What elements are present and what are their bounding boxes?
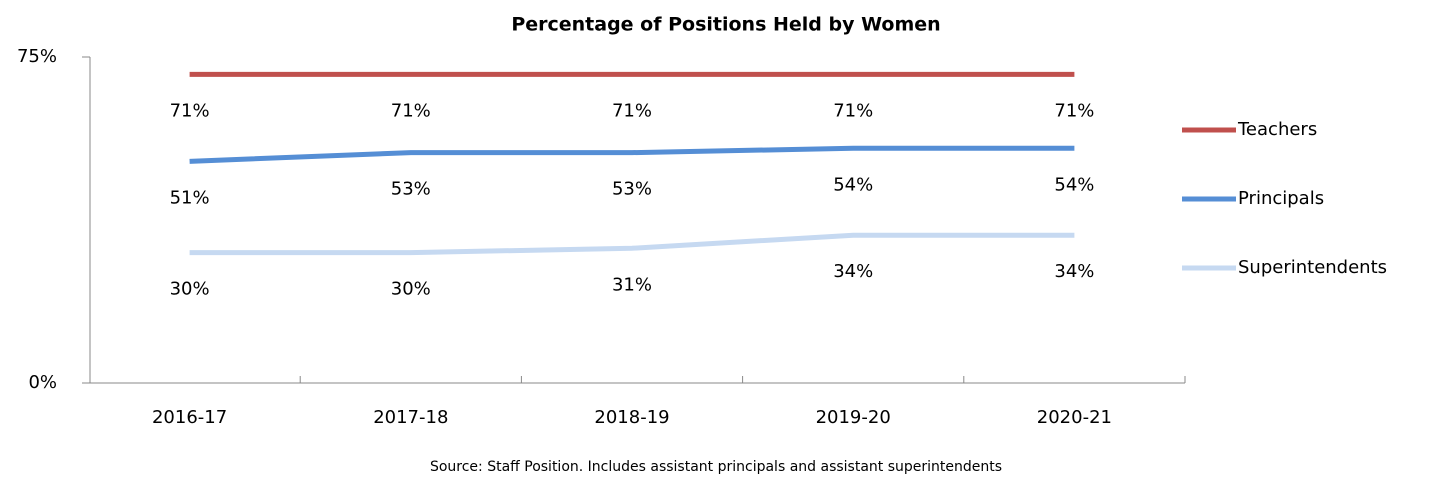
x-tick-label: 2020-21: [1037, 407, 1112, 428]
y-tick-label: 75%: [17, 46, 57, 67]
x-tick-label: 2017-18: [373, 407, 448, 428]
legend-label: Principals: [1238, 188, 1324, 209]
source-note: Source: Staff Position. Includes assista…: [430, 459, 1002, 475]
data-label: 71%: [1054, 100, 1094, 121]
data-label: 54%: [1054, 174, 1094, 195]
y-tick-label: 0%: [28, 372, 57, 393]
data-label: 34%: [1054, 261, 1094, 282]
data-label: 71%: [833, 100, 873, 121]
data-label: 30%: [391, 279, 431, 300]
data-label: 53%: [391, 179, 431, 200]
series-line: [189, 145, 1075, 164]
data-label: 71%: [170, 100, 210, 121]
data-label: 34%: [833, 261, 873, 282]
x-tick-label: 2018-19: [594, 407, 669, 428]
data-label: 71%: [391, 100, 431, 121]
data-label: 53%: [612, 179, 652, 200]
series-line: [189, 232, 1075, 256]
x-tick-label: 2019-20: [816, 407, 891, 428]
x-tick-label: 2016-17: [152, 407, 227, 428]
data-label: 31%: [612, 274, 652, 295]
data-label: 54%: [833, 174, 873, 195]
data-label: 30%: [170, 279, 210, 300]
legend-label: Superintendents: [1238, 257, 1387, 278]
data-label: 51%: [170, 187, 210, 208]
chart-title: Percentage of Positions Held by Women: [511, 14, 940, 36]
legend-label: Teachers: [1237, 119, 1317, 140]
data-label: 71%: [612, 100, 652, 121]
